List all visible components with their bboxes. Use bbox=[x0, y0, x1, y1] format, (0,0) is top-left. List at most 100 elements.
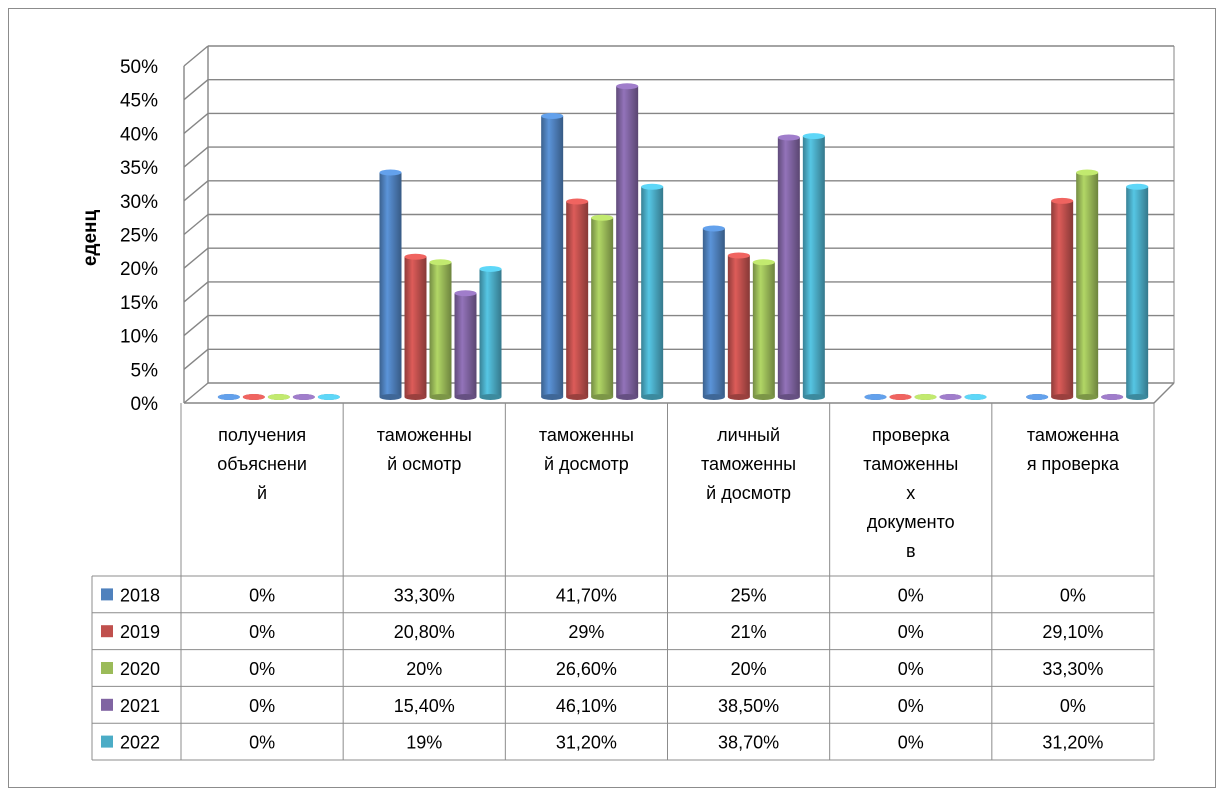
category-label: объяснени bbox=[217, 454, 307, 474]
data-label: 20% bbox=[406, 659, 442, 679]
category-label: таможенна bbox=[1027, 425, 1120, 445]
data-label: 0% bbox=[249, 622, 275, 642]
data-label: 0% bbox=[898, 622, 924, 642]
y-tick-label: 35% bbox=[120, 158, 158, 179]
bar bbox=[702, 225, 725, 400]
gridline-side bbox=[183, 382, 209, 404]
bar bbox=[404, 253, 427, 400]
legend-label: 2020 bbox=[120, 659, 160, 679]
legend-swatch bbox=[101, 698, 113, 711]
bar bbox=[752, 259, 775, 400]
gridline-side bbox=[183, 112, 209, 134]
bar bbox=[1076, 169, 1099, 400]
bar bbox=[429, 259, 452, 400]
bar bbox=[317, 394, 340, 400]
data-label: 26,60% bbox=[556, 659, 617, 679]
data-label: 0% bbox=[1060, 585, 1086, 605]
data-label: 29,10% bbox=[1042, 622, 1103, 642]
bar bbox=[541, 112, 564, 400]
data-label: 0% bbox=[249, 696, 275, 716]
bar bbox=[641, 183, 664, 400]
bar bbox=[379, 169, 402, 400]
data-label: 46,10% bbox=[556, 696, 617, 716]
data-label: 29% bbox=[568, 622, 604, 642]
bar bbox=[939, 394, 962, 400]
bar bbox=[566, 198, 589, 400]
gridline-side bbox=[183, 315, 209, 337]
legend-label: 2018 bbox=[120, 585, 160, 605]
legend-swatch bbox=[101, 588, 113, 601]
data-label: 33,30% bbox=[1042, 659, 1103, 679]
gridline-side bbox=[183, 45, 209, 67]
gridline-side bbox=[183, 79, 209, 101]
y-axis-title: еденц bbox=[80, 210, 101, 267]
category-label: таможенны bbox=[377, 425, 472, 445]
category-label: таможенны bbox=[863, 454, 958, 474]
legend-swatch bbox=[101, 735, 113, 748]
data-label: 20% bbox=[731, 659, 767, 679]
data-label: 20,80% bbox=[394, 622, 455, 642]
category-label: й досмотр bbox=[706, 483, 791, 503]
data-label: 0% bbox=[898, 585, 924, 605]
data-label: 25% bbox=[731, 585, 767, 605]
category-label: й осмотр bbox=[387, 454, 461, 474]
data-label: 19% bbox=[406, 733, 442, 753]
bar bbox=[217, 394, 240, 400]
y-tick-label: 45% bbox=[120, 91, 158, 112]
legend-label: 2021 bbox=[120, 696, 160, 716]
bar bbox=[591, 214, 614, 400]
legend-swatch bbox=[101, 625, 113, 638]
bar bbox=[964, 394, 987, 400]
category-label: таможенны bbox=[539, 425, 634, 445]
category-label: в bbox=[906, 541, 916, 561]
bar bbox=[889, 394, 912, 400]
y-tick-label: 10% bbox=[120, 327, 158, 348]
data-label: 0% bbox=[249, 585, 275, 605]
gridline-side bbox=[183, 348, 209, 370]
data-label: 0% bbox=[1060, 696, 1086, 716]
data-label: 0% bbox=[898, 659, 924, 679]
y-tick-label: 40% bbox=[120, 124, 158, 145]
bar bbox=[267, 394, 290, 400]
floor-edge bbox=[1153, 382, 1175, 404]
y-tick-label: 20% bbox=[120, 259, 158, 280]
bar bbox=[914, 394, 937, 400]
gridline-side bbox=[183, 180, 209, 202]
data-label: 0% bbox=[898, 696, 924, 716]
category-label: проверка bbox=[872, 425, 950, 445]
y-tick-label: 5% bbox=[131, 360, 159, 381]
data-label: 0% bbox=[249, 733, 275, 753]
category-label: я проверка bbox=[1027, 454, 1120, 474]
category-label: получения bbox=[218, 425, 306, 445]
bar bbox=[1026, 394, 1049, 400]
category-label: таможенны bbox=[701, 454, 796, 474]
bar bbox=[1101, 394, 1124, 400]
bar bbox=[727, 252, 750, 400]
data-label: 38,70% bbox=[718, 733, 779, 753]
data-label: 21% bbox=[731, 622, 767, 642]
category-label: документо bbox=[867, 512, 955, 532]
legend-swatch bbox=[101, 662, 113, 674]
gridline-side bbox=[183, 213, 209, 236]
category-label: й досмотр bbox=[544, 454, 629, 474]
y-tick-label: 0% bbox=[131, 394, 159, 415]
bar bbox=[777, 134, 800, 400]
bar bbox=[242, 394, 265, 400]
data-label: 31,20% bbox=[556, 733, 617, 753]
bar bbox=[802, 133, 825, 400]
y-tick-label: 50% bbox=[120, 57, 158, 78]
gridline-side bbox=[183, 281, 209, 303]
bar bbox=[292, 394, 315, 400]
bar bbox=[1126, 183, 1149, 400]
data-label: 41,70% bbox=[556, 585, 617, 605]
category-label: й bbox=[257, 483, 267, 503]
y-tick-label: 25% bbox=[120, 226, 158, 247]
bar bbox=[616, 83, 639, 400]
gridline-side bbox=[183, 146, 209, 168]
category-label: х bbox=[906, 483, 915, 503]
y-tick-label: 30% bbox=[120, 192, 158, 213]
legend-label: 2022 bbox=[120, 733, 160, 753]
data-label: 33,30% bbox=[394, 585, 455, 605]
bar bbox=[479, 265, 502, 400]
